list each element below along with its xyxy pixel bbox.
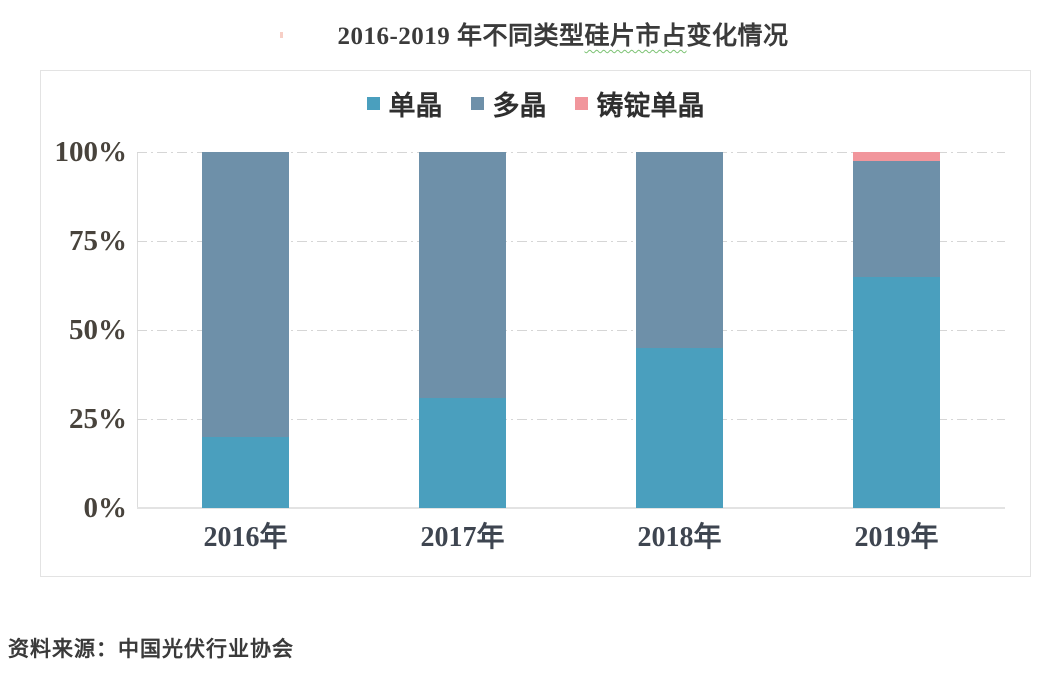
bar-segment — [202, 436, 289, 508]
y-axis-tick-label: 25% — [69, 403, 127, 435]
bar-segment — [853, 276, 940, 508]
chart-title: 2016-2019 年不同类型硅片市占变化情况 — [0, 16, 1054, 52]
legend-swatch-icon — [574, 97, 588, 110]
plot-area — [137, 152, 1005, 509]
chart-title-spellcheck-underline-text: 硅片市占 — [584, 23, 687, 50]
bar-stack — [853, 152, 940, 508]
x-axis-tick-labels: 2016年 2017年 2018年 2019年 — [137, 521, 1005, 555]
gridline-25 — [137, 419, 1005, 420]
bar-segment — [636, 347, 723, 508]
x-axis-tick-label: 2017年 — [420, 522, 505, 553]
bar-stack — [419, 152, 506, 508]
source-note: 资料来源：中国光伏行业协会 — [8, 638, 294, 661]
legend-label: 单晶 — [388, 91, 443, 121]
scan-artifact-mark — [280, 32, 283, 38]
chart-title-text-end: 变化情况 — [686, 23, 789, 50]
y-axis-tick-label: 100% — [54, 136, 128, 168]
y-axis-tick-label: 75% — [69, 225, 127, 257]
x-axis-tick-label: 2016年 — [203, 522, 288, 553]
bar-stack — [202, 152, 289, 508]
legend-item: 铸锭单晶 — [574, 84, 705, 123]
chart-title-text-start: 2016-2019 年不同类型 — [337, 23, 585, 50]
bar-segment — [419, 397, 506, 508]
bar-segment — [853, 152, 940, 161]
legend-swatch-icon — [470, 97, 484, 110]
gridline-75 — [137, 241, 1005, 242]
legend-swatch-icon — [366, 97, 380, 110]
x-axis-tick-label: 2018年 — [637, 522, 722, 553]
legend-item: 多晶 — [470, 84, 547, 123]
gridline-50 — [137, 330, 1005, 331]
bar-segment — [419, 152, 506, 398]
bar-segment — [636, 152, 723, 348]
y-axis-tick-label: 0% — [83, 492, 128, 524]
legend-item: 单晶 — [366, 84, 443, 123]
bar-stack — [636, 152, 723, 508]
x-axis-tick-label: 2019年 — [854, 522, 939, 553]
gridline-100 — [137, 152, 1005, 153]
legend-label: 铸锭单晶 — [596, 91, 705, 121]
legend-label: 多晶 — [492, 91, 547, 121]
bar-segment — [853, 160, 940, 277]
y-axis-tick-labels: 0% 25% 50% 75% 100% — [41, 137, 128, 523]
y-axis-tick-label: 50% — [69, 314, 127, 346]
chart-panel: 单晶 多晶 铸锭单晶 0% 25% 50% 75% 100% 2016年 2017年 2018年… — [40, 70, 1031, 577]
x-axis-baseline — [137, 507, 1005, 509]
legend: 单晶 多晶 铸锭单晶 — [41, 84, 1030, 123]
bar-segment — [202, 152, 289, 437]
